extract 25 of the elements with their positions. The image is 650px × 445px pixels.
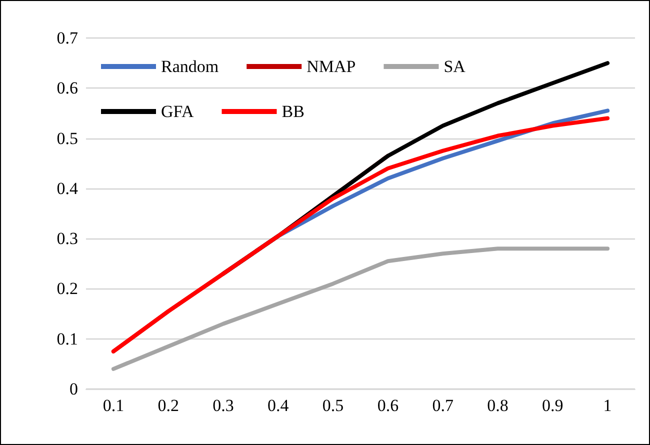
x-tick-label: 0.9 <box>542 396 564 415</box>
x-tick-label: 0.2 <box>158 396 179 415</box>
y-tick-label: 0.7 <box>56 28 78 48</box>
x-tick-label: 0.3 <box>212 396 234 415</box>
x-tick-label: 0.6 <box>377 396 399 415</box>
x-tick-label: 0.4 <box>268 396 290 415</box>
x-tick-label: 1 <box>603 396 612 415</box>
legend-label: Random <box>161 57 219 76</box>
y-tick-label: 0 <box>70 380 78 398</box>
x-tick-label: 0.1 <box>102 396 124 415</box>
legend-label: GFA <box>161 102 194 121</box>
y-tick-label: 0.2 <box>56 279 78 298</box>
y-tick-label: 0.3 <box>56 229 78 248</box>
y-tick-label: 0.1 <box>56 329 78 348</box>
x-tick-label: 0.8 <box>487 396 508 415</box>
legend-label: NMAP <box>306 57 356 76</box>
x-tick-label: 0.7 <box>432 396 454 415</box>
y-tick-label: 0.5 <box>56 128 78 148</box>
legend-label: SA <box>444 57 466 76</box>
line-series <box>111 246 610 371</box>
x-tick-label: 0.5 <box>322 396 344 415</box>
y-tick-label: 0.6 <box>56 78 78 98</box>
legend-label: BB <box>282 102 304 121</box>
line-series <box>111 116 610 354</box>
y-tick-label: 0.4 <box>56 178 78 198</box>
